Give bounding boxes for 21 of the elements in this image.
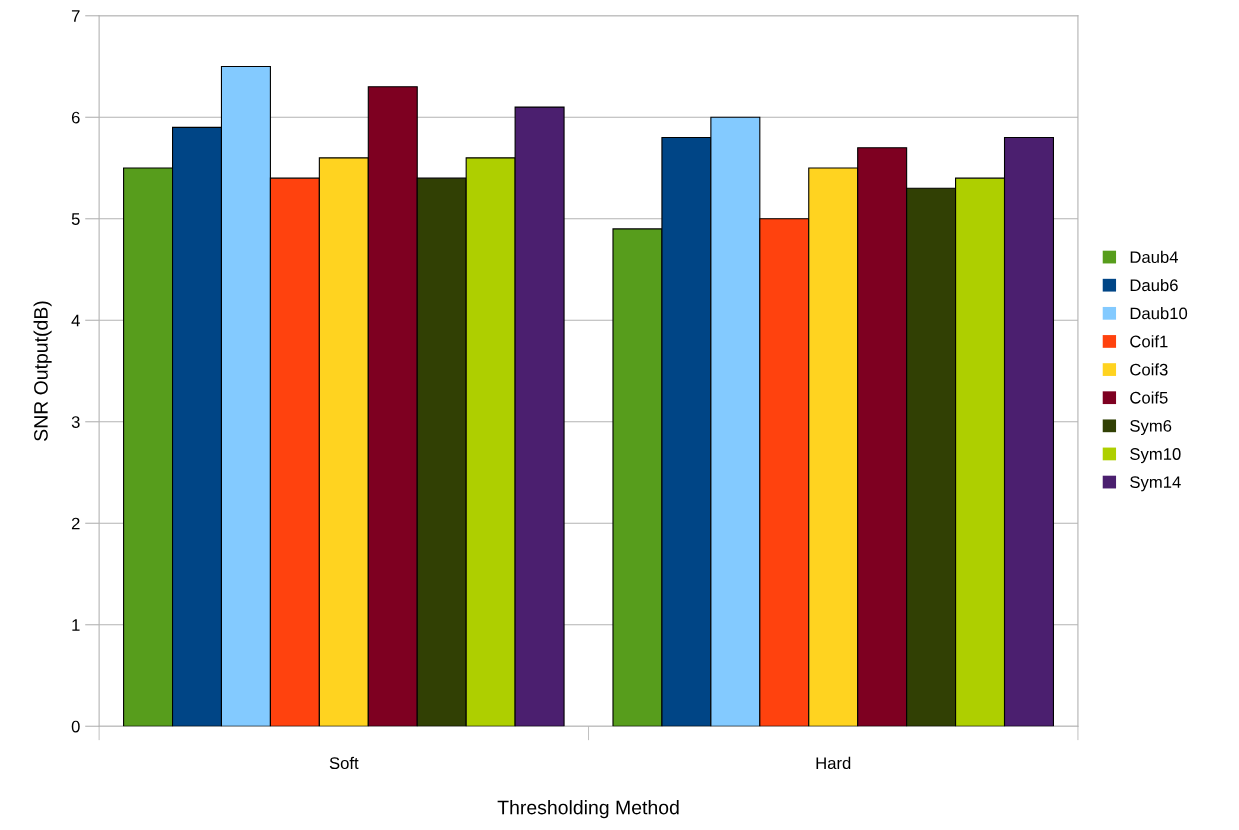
legend-label: Sym10 [1130,448,1181,464]
legend-label: Coif1 [1130,335,1168,348]
legend-label: Sym14 [1130,476,1181,492]
y-tick-label: 5 [71,213,80,225]
y-tick-label: 7 [71,10,80,22]
y-tick-label: 0 [71,720,80,733]
legend-label: Sym6 [1130,419,1172,436]
y-axis-title: SNR Output(dB) [33,301,52,441]
legend-label: Daub6 [1130,278,1178,292]
legend-label: Coif5 [1130,391,1168,404]
x-axis-title: Thresholding Method [497,800,679,819]
y-tick-label: 2 [71,517,80,530]
legend-label: Coif3 [1130,363,1168,376]
legend-label: Daub10 [1130,307,1188,320]
x-tick-label: Soft [329,756,359,770]
x-tick-label: Hard [816,756,851,770]
y-tick-label: 6 [71,111,80,124]
y-tick-label: 1 [72,619,80,631]
legend-label: Daub4 [1130,250,1179,264]
y-tick-label: 4 [71,314,80,327]
y-tick-label: 3 [71,416,80,428]
